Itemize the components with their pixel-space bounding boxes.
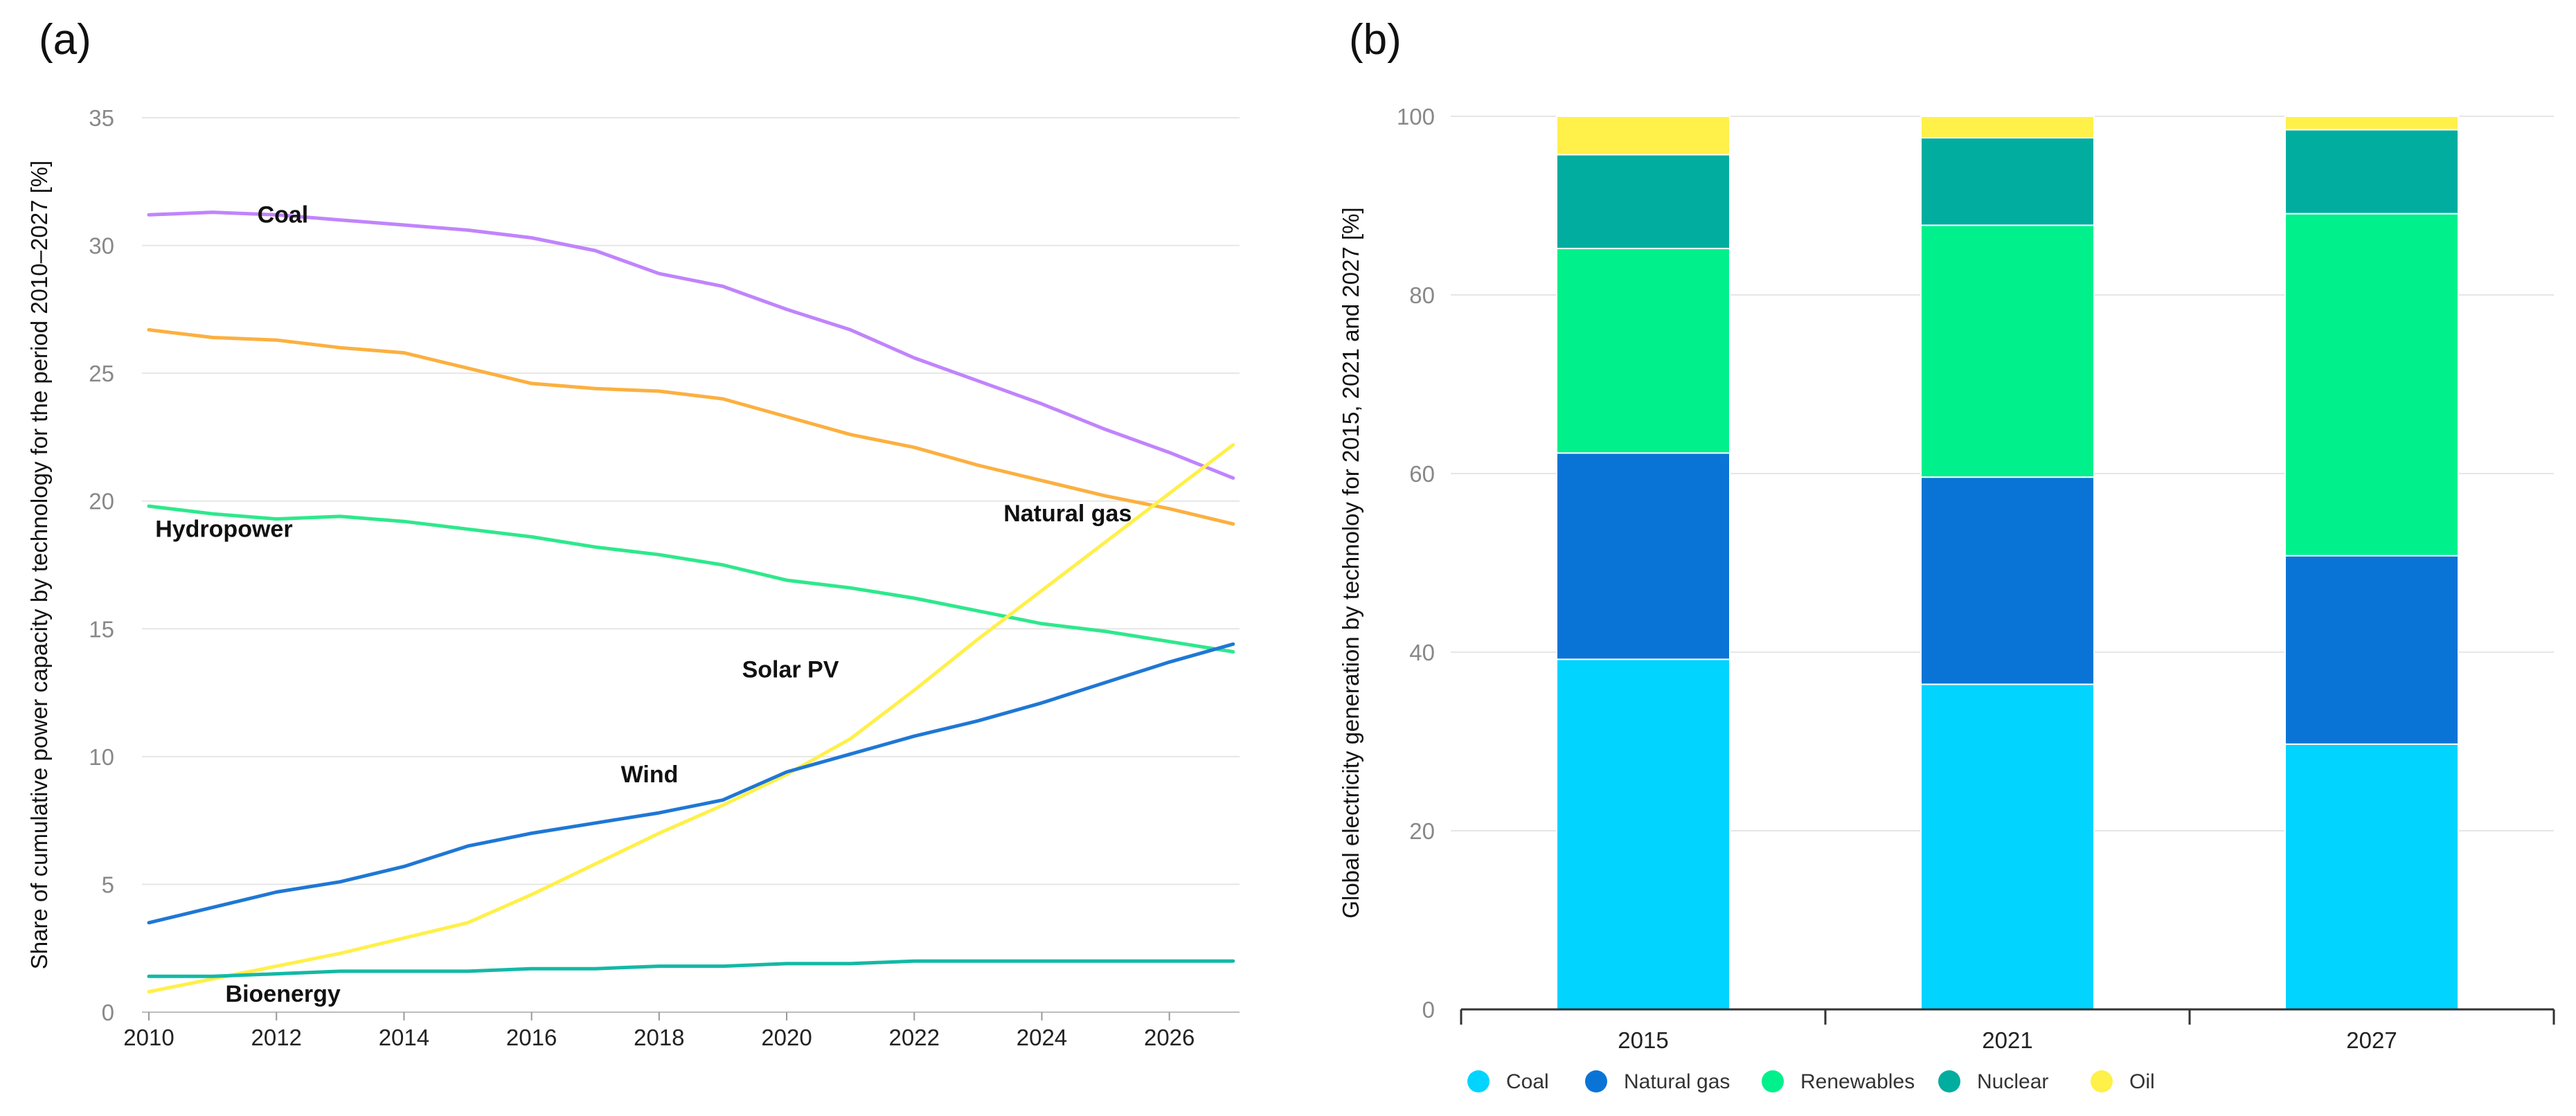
legend-label-nuclear: Nuclear (1977, 1070, 2048, 1093)
coal-label: Coal (258, 201, 309, 228)
bar-2027-coal (2284, 743, 2459, 1010)
line-chart-gridlines (142, 117, 1240, 1013)
coal-line (147, 210, 1235, 480)
legend-label-coal: Coal (1506, 1070, 1549, 1093)
y-tick-80: 80 (1409, 282, 1435, 308)
y-tick-60: 60 (1409, 461, 1435, 487)
bar-chart-x-ticks: 2015 2021 2027 (1618, 1027, 2397, 1053)
legend-swatch-nuclear (1938, 1070, 1960, 1092)
line-chart-series-labels: Coal Natural gas Hydropower Solar PV Wind Bio… (155, 201, 1132, 1007)
x-tick-2010: 2010 (123, 1025, 174, 1050)
wind-line (147, 642, 1235, 925)
y-tick-0: 0 (1422, 997, 1435, 1023)
legend-label-natural-gas: Natural gas (1624, 1070, 1730, 1093)
legend-swatch-coal (1467, 1070, 1490, 1092)
y-tick-40: 40 (1409, 640, 1435, 665)
x-tick-2022: 2022 (889, 1025, 940, 1050)
x-tick-2012: 2012 (251, 1025, 301, 1050)
legend-swatch-natural-gas (1585, 1070, 1607, 1092)
solar-pv-line (147, 443, 1235, 993)
bar-chart-x-axis (1460, 1008, 2555, 1025)
legend-item-renewables: Renewables (1762, 1070, 1915, 1093)
y-tick-5: 5 (102, 872, 114, 897)
bar-chart-bars (1556, 116, 2459, 1010)
line-chart-x-ticks: 2010 2012 2014 2016 2018 2020 2022 2024 2026 (123, 1012, 1195, 1050)
bar-2027-natural-gas (2284, 555, 2459, 745)
bar-2021-renewables (1920, 224, 2095, 478)
x-tick-2016: 2016 (506, 1025, 557, 1050)
y-tick-25: 25 (89, 361, 114, 386)
legend-swatch-renewables (1762, 1070, 1784, 1092)
legend-label-oil: Oil (2129, 1070, 2155, 1093)
x-tick-2026: 2026 (1144, 1025, 1195, 1050)
line-chart-y-ticks: 0 5 10 15 20 25 30 35 (89, 105, 114, 1025)
hydropower-label: Hydropower (155, 516, 292, 542)
x-tick-2014: 2014 (379, 1025, 429, 1050)
bioenergy-line (147, 959, 1235, 978)
bar-2027-oil (2284, 116, 2459, 131)
y-tick-15: 15 (89, 616, 114, 642)
bar-2015-natural-gas (1556, 452, 1730, 660)
wind-label: Wind (621, 762, 679, 788)
y-tick-100: 100 (1397, 104, 1435, 129)
bar-2021-oil (1920, 116, 2095, 138)
panel-b-label: (b) (1349, 16, 1402, 64)
bioenergy-label: Bioenergy (226, 981, 341, 1007)
x-tick-2020: 2020 (761, 1025, 812, 1050)
solar-pv-label: Solar PV (742, 656, 839, 683)
natural-gas-label: Natural gas (1003, 501, 1132, 527)
legend-label-renewables: Renewables (1800, 1070, 1915, 1093)
x-tick-2018: 2018 (634, 1025, 684, 1050)
bar-2021-nuclear (1920, 136, 2095, 226)
x-tick-2015: 2015 (1618, 1027, 1668, 1053)
legend-item-coal: Coal (1467, 1070, 1549, 1093)
bar-2015-renewables (1556, 247, 1730, 454)
legend-swatch-oil (2091, 1070, 2113, 1092)
y-tick-10: 10 (89, 744, 114, 770)
y-tick-30: 30 (89, 233, 114, 259)
y-tick-0: 0 (102, 1000, 114, 1025)
legend-item-natural-gas: Natural gas (1585, 1070, 1730, 1093)
line-chart-series (147, 210, 1235, 993)
hydropower-line (147, 504, 1235, 654)
stacked-bar-chart: 2015 2021 2027 0 20 40 60 80 100 Coal Natural ga… (1338, 104, 2555, 1093)
bar-2015-nuclear (1556, 154, 1730, 249)
y-tick-20: 20 (89, 489, 114, 514)
panel-a-label: (a) (39, 16, 91, 64)
line-chart: 2010 2012 2014 2016 2018 2020 2022 2024 2026 051… (26, 105, 1240, 1050)
y-tick-35: 35 (89, 105, 114, 131)
bar-2027-nuclear (2284, 129, 2459, 215)
x-tick-2024: 2024 (1017, 1025, 1067, 1050)
legend-item-oil: Oil (2091, 1070, 2155, 1093)
bar-2015-coal (1556, 658, 1730, 1010)
bar-chart-y-axis-title: Global electricity generation by technol… (1338, 207, 1363, 918)
bar-2021-natural-gas (1920, 476, 2095, 685)
bar-2027-renewables (2284, 213, 2459, 557)
x-tick-2027: 2027 (2346, 1027, 2397, 1053)
bar-chart-legend: Coal Natural gas Renewables Nuclear Oil (1467, 1070, 2155, 1093)
x-tick-2021: 2021 (1982, 1027, 2032, 1053)
bar-2021-coal (1920, 683, 2095, 1010)
bar-chart-y-ticks: 0 20 40 60 80 100 (1397, 104, 1435, 1023)
bar-2015-oil (1556, 116, 1730, 156)
y-tick-20: 20 (1409, 818, 1435, 844)
legend-item-nuclear: Nuclear (1938, 1070, 2048, 1093)
natural-gas-line (147, 327, 1235, 526)
line-chart-y-axis-title: Share of cumulative power capacity by te… (26, 161, 52, 970)
